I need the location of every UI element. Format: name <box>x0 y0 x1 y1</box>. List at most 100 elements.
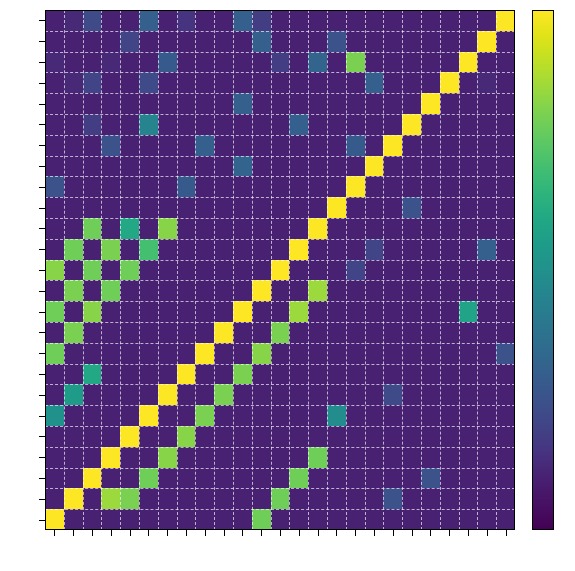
heatmap-cell <box>365 218 384 239</box>
heatmap-cell <box>177 93 196 114</box>
heatmap-cell <box>289 239 308 260</box>
heatmap-cell <box>421 364 440 385</box>
heatmap-cell <box>214 447 233 468</box>
x-tick <box>111 530 112 536</box>
heatmap-cell <box>195 135 214 156</box>
heatmap-cell <box>120 447 139 468</box>
heatmap-cell <box>101 135 120 156</box>
heatmap-cell <box>233 52 252 73</box>
heatmap-cell <box>459 384 478 405</box>
heatmap-cell <box>459 52 478 73</box>
y-tick <box>39 104 45 105</box>
y-tick <box>39 270 45 271</box>
heatmap-cell <box>496 218 515 239</box>
heatmap-cell <box>440 176 459 197</box>
heatmap-cell <box>421 447 440 468</box>
heatmap-cell <box>158 509 177 530</box>
heatmap-cell <box>158 384 177 405</box>
heatmap-cell <box>120 364 139 385</box>
heatmap-cell <box>45 468 64 489</box>
heatmap-cell <box>177 280 196 301</box>
heatmap-cell <box>195 156 214 177</box>
heatmap-cell <box>496 364 515 385</box>
heatmap-cell <box>233 72 252 93</box>
heatmap-cell <box>308 426 327 447</box>
heatmap-cell <box>383 488 402 509</box>
heatmap-cell <box>440 280 459 301</box>
heatmap-cell <box>64 322 83 343</box>
heatmap-cell <box>214 197 233 218</box>
heatmap-cell <box>289 468 308 489</box>
heatmap-cell <box>308 260 327 281</box>
heatmap-cell <box>308 156 327 177</box>
heatmap-cell <box>158 447 177 468</box>
heatmap-cell <box>233 301 252 322</box>
heatmap-cell <box>365 447 384 468</box>
heatmap-cell <box>440 343 459 364</box>
heatmap-cell <box>289 447 308 468</box>
heatmap-cell <box>45 218 64 239</box>
heatmap-cell <box>346 218 365 239</box>
heatmap-cell <box>289 93 308 114</box>
heatmap-cell <box>139 322 158 343</box>
heatmap-cell <box>271 197 290 218</box>
heatmap-cell <box>327 52 346 73</box>
y-tick <box>39 249 45 250</box>
heatmap-cell <box>158 31 177 52</box>
y-tick <box>39 353 45 354</box>
heatmap-cell <box>308 280 327 301</box>
heatmap-cell <box>158 135 177 156</box>
heatmap-cell <box>346 280 365 301</box>
heatmap-cell <box>365 156 384 177</box>
heatmap-cell <box>158 93 177 114</box>
heatmap-cell <box>214 405 233 426</box>
heatmap-cell <box>83 52 102 73</box>
heatmap-cell <box>346 93 365 114</box>
heatmap-cell <box>214 31 233 52</box>
heatmap-cell <box>120 426 139 447</box>
heatmap-cell <box>383 426 402 447</box>
heatmap-cell <box>496 93 515 114</box>
heatmap-cell <box>83 426 102 447</box>
heatmap-cell <box>252 239 271 260</box>
heatmap-cell <box>365 93 384 114</box>
heatmap-cell <box>271 488 290 509</box>
heatmap-cell <box>346 405 365 426</box>
heatmap-cell <box>101 364 120 385</box>
heatmap-cell <box>139 93 158 114</box>
heatmap-cell <box>214 322 233 343</box>
heatmap-cell <box>233 218 252 239</box>
heatmap-cell <box>233 447 252 468</box>
heatmap-cell <box>233 364 252 385</box>
heatmap-cell <box>496 405 515 426</box>
heatmap-cell <box>83 301 102 322</box>
heatmap-cell <box>477 93 496 114</box>
heatmap-cell <box>83 468 102 489</box>
heatmap-cell <box>383 176 402 197</box>
heatmap-cell <box>477 488 496 509</box>
heatmap-cell <box>421 93 440 114</box>
heatmap-cell <box>327 426 346 447</box>
heatmap-cell <box>139 260 158 281</box>
heatmap-cell <box>289 488 308 509</box>
heatmap-cell <box>64 239 83 260</box>
heatmap-cell <box>214 343 233 364</box>
heatmap-cell <box>459 10 478 31</box>
heatmap-cell <box>120 197 139 218</box>
heatmap-cell <box>365 405 384 426</box>
heatmap-cell <box>214 301 233 322</box>
heatmap-cell <box>327 93 346 114</box>
heatmap-cell <box>139 468 158 489</box>
heatmap-cell <box>477 260 496 281</box>
heatmap-cell <box>252 197 271 218</box>
heatmap-cell <box>477 239 496 260</box>
heatmap-cell <box>289 114 308 135</box>
heatmap-cell <box>177 156 196 177</box>
heatmap-cell <box>233 93 252 114</box>
heatmap-cell <box>83 364 102 385</box>
heatmap-cell <box>402 176 421 197</box>
heatmap-cell <box>45 509 64 530</box>
heatmap-cell <box>383 322 402 343</box>
heatmap-cell <box>45 52 64 73</box>
heatmap-cell <box>252 135 271 156</box>
